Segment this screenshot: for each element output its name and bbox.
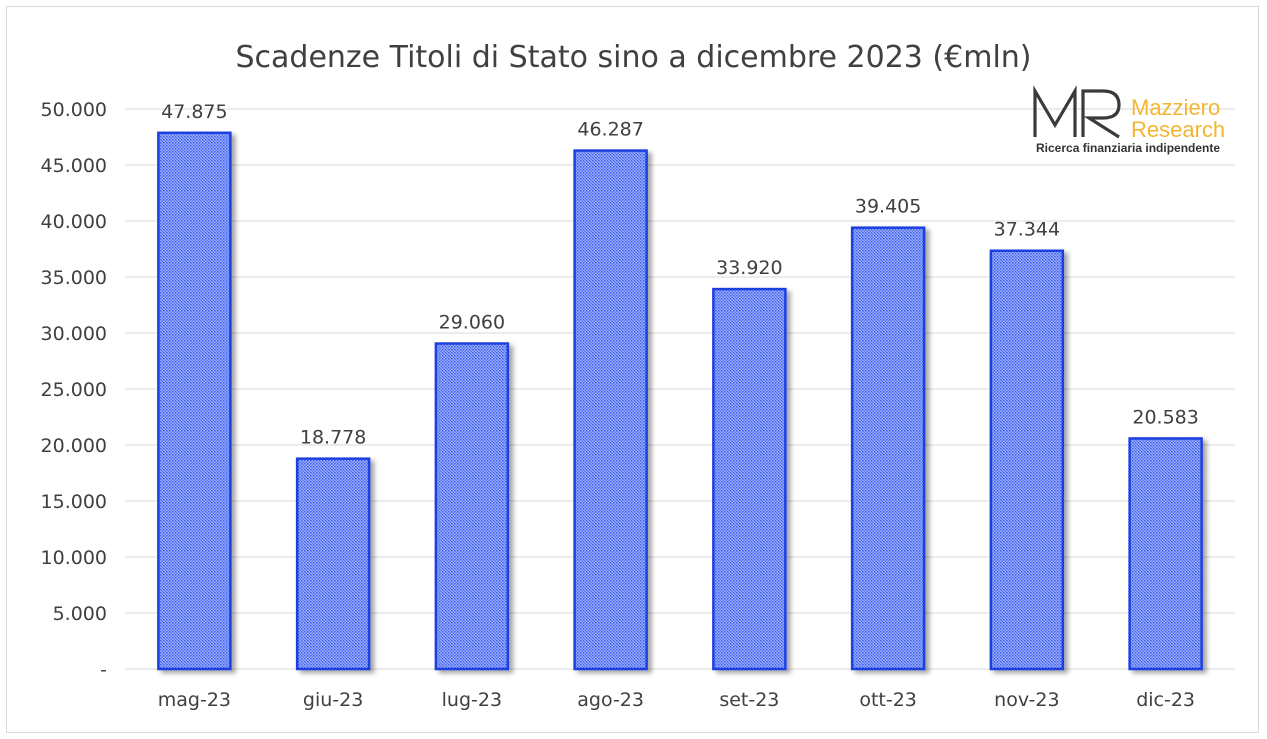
- y-tick-label: -: [100, 659, 107, 681]
- x-tick-label-giu-23: giu-23: [303, 689, 363, 711]
- x-tick-label-mag-23: mag-23: [158, 689, 231, 711]
- y-tick-label: 10.000: [41, 547, 107, 569]
- y-tick-label: 45.000: [41, 155, 107, 177]
- logo-tagline: Ricerca finanziaria indipendente: [1036, 141, 1221, 155]
- bar-dic-23: [1128, 437, 1203, 671]
- x-tick-label-lug-23: lug-23: [442, 689, 502, 711]
- x-tick-label-ott-23: ott-23: [859, 689, 917, 711]
- logo-name-line1: Mazziero: [1131, 95, 1221, 120]
- y-tick-label: 5.000: [53, 603, 107, 625]
- mazziero-research-logo: Mazziero Research Ricerca finanziaria in…: [1031, 85, 1243, 155]
- x-tick-label-ago-23: ago-23: [577, 689, 644, 711]
- chart-frame: Scadenze Titoli di Stato sino a dicembre…: [6, 6, 1259, 733]
- bar-ago-23: [573, 149, 648, 671]
- bar-nov-23: [989, 249, 1065, 671]
- y-tick-label: 35.000: [41, 267, 107, 289]
- bar-ott-23: [850, 226, 926, 671]
- y-tick-label: 30.000: [41, 323, 107, 345]
- data-label-set-23: 33.920: [716, 257, 782, 279]
- chart-title: Scadenze Titoli di Stato sino a dicembre…: [235, 40, 1032, 75]
- bar-chart: - 5.000 10.000 15.000 20.000 25.000 30.000 35.0…: [41, 99, 1235, 711]
- y-tick-label: 40.000: [41, 211, 107, 233]
- y-tick-label: 15.000: [41, 491, 107, 513]
- data-label-giu-23: 18.778: [300, 427, 366, 449]
- x-tick-label-dic-23: dic-23: [1136, 689, 1195, 711]
- bar-lug-23: [434, 342, 510, 671]
- logo-name-line2: Research: [1131, 117, 1226, 142]
- data-label-ott-23: 39.405: [855, 196, 921, 218]
- logo-name: Mazziero Research: [1131, 97, 1225, 141]
- x-tick-label-set-23: set-23: [719, 689, 779, 711]
- y-tick-label: 50.000: [41, 99, 107, 121]
- x-tick-label-nov-23: nov-23: [994, 689, 1059, 711]
- data-label-mag-23: 47.875: [161, 101, 227, 123]
- bar-set-23: [712, 287, 787, 671]
- bar-giu-23: [295, 457, 371, 671]
- data-label-nov-23: 37.344: [994, 219, 1060, 241]
- data-label-lug-23: 29.060: [439, 312, 505, 334]
- y-tick-label: 20.000: [41, 435, 107, 457]
- data-label-ago-23: 46.287: [577, 119, 643, 141]
- y-tick-label: 25.000: [41, 379, 107, 401]
- bar-mag-23: [157, 131, 232, 671]
- mr-logo-mark: [1033, 85, 1121, 139]
- data-label-dic-23: 20.583: [1132, 406, 1198, 428]
